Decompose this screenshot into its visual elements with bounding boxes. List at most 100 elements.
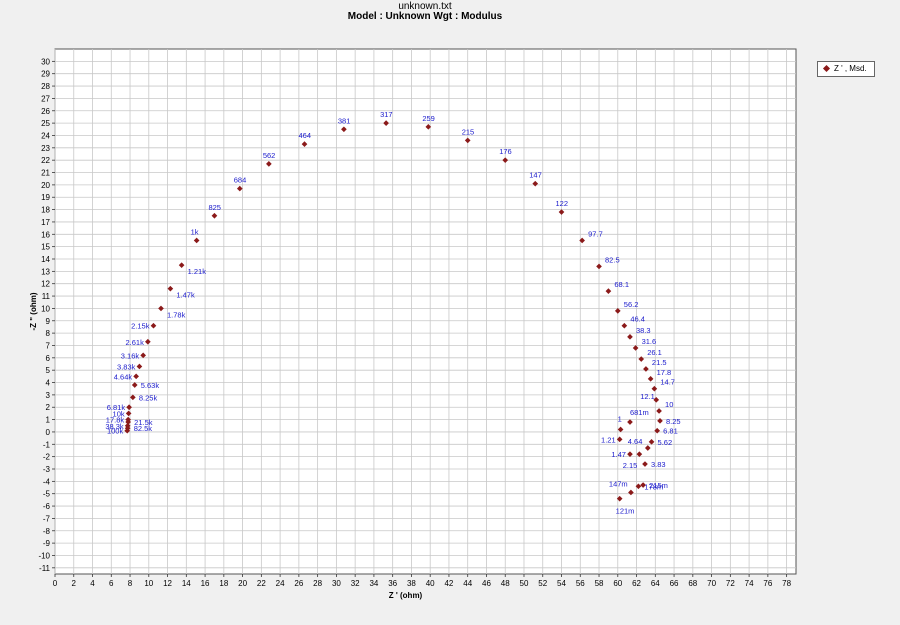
x-tick-label: 68: [688, 579, 697, 588]
data-point: [211, 212, 218, 219]
x-tick-label: 60: [613, 579, 622, 588]
data-point: [635, 483, 642, 490]
data-point: [640, 482, 646, 488]
x-tick-label: 4: [90, 579, 95, 588]
data-label: 317: [380, 110, 393, 119]
x-tick-label: 48: [501, 579, 510, 588]
data-label: 10k: [113, 409, 125, 418]
x-tick-label: 2: [72, 579, 77, 588]
y-tick-label: 12: [41, 280, 50, 289]
x-tick-label: 42: [444, 579, 453, 588]
data-label: 12.1: [640, 392, 655, 401]
data-point: [145, 338, 151, 345]
legend-label: Z ' , Msd.: [834, 64, 867, 73]
data-point: [617, 426, 624, 433]
data-label: 1.47k: [176, 291, 195, 300]
data-label: 178m: [644, 482, 663, 491]
data-label: 17.8k: [106, 416, 125, 425]
data-point: [130, 394, 136, 401]
y-tick-label: 18: [41, 206, 50, 215]
x-tick-label: 74: [745, 579, 754, 588]
x-tick-label: 26: [294, 579, 303, 588]
y-tick-label: -4: [43, 477, 51, 486]
data-point: [627, 333, 633, 340]
data-point: [644, 445, 651, 451]
x-tick-label: 64: [651, 579, 660, 588]
data-label: 100k: [107, 427, 124, 436]
data-point: [616, 495, 623, 502]
data-label: 21.5: [652, 358, 667, 367]
x-tick-label: 62: [632, 579, 641, 588]
data-point: [656, 408, 662, 414]
data-point: [627, 451, 633, 458]
data-point: [632, 345, 639, 351]
x-tick-label: 22: [257, 579, 266, 588]
data-point: [638, 356, 645, 362]
x-tick-label: 70: [707, 579, 716, 588]
y-tick-label: 22: [41, 156, 50, 165]
x-tick-label: 34: [369, 579, 378, 588]
data-label: 31.6: [642, 337, 657, 346]
data-label: 21.5k: [134, 418, 153, 427]
x-tick-label: 8: [128, 579, 133, 588]
y-tick-label: -2: [43, 453, 51, 462]
data-label: 82.5k: [134, 424, 153, 433]
chart-title: unknown.txt: [398, 1, 452, 12]
x-tick-label: 30: [332, 579, 341, 588]
data-point: [643, 366, 649, 372]
data-label: 17.8: [657, 368, 672, 377]
data-point: [532, 180, 539, 187]
y-tick-label: -1: [43, 440, 51, 449]
plot-area: [54, 48, 797, 575]
data-point: [266, 161, 272, 167]
data-label: 562: [263, 151, 276, 160]
x-tick-label: 58: [595, 579, 604, 588]
x-tick-label: 78: [782, 579, 791, 588]
y-tick-label: 0: [46, 428, 51, 437]
y-axis-title: -Z " (ohm): [29, 292, 38, 330]
y-tick-label: 4: [46, 379, 51, 388]
y-tick-label: 2: [46, 403, 51, 412]
y-tick-label: 10: [41, 304, 50, 313]
data-point: [502, 157, 509, 164]
data-label: 56.2: [624, 300, 639, 309]
x-tick-label: 56: [576, 579, 585, 588]
y-tick-label: 5: [46, 366, 51, 375]
data-point: [383, 120, 389, 126]
data-label: 46.4: [630, 315, 645, 324]
x-tick-label: 38: [407, 579, 416, 588]
data-point: [167, 285, 174, 292]
data-point: [140, 352, 146, 359]
data-label: 26.1: [647, 348, 662, 357]
y-tick-label: 9: [46, 317, 51, 326]
y-tick-label: -11: [39, 564, 51, 573]
data-point: [616, 436, 623, 443]
data-label: 3.83: [651, 460, 666, 469]
y-tick-label: 27: [41, 94, 50, 103]
data-label: 1k: [191, 227, 199, 236]
y-tick-label: 23: [41, 144, 50, 153]
y-tick-label: -9: [43, 539, 51, 548]
y-tick-label: 26: [41, 107, 50, 116]
x-tick-label: 10: [144, 579, 153, 588]
y-tick-label: 17: [41, 218, 50, 227]
data-label: 8.25: [666, 417, 681, 426]
y-tick-label: 29: [41, 70, 50, 79]
data-point: [131, 382, 138, 388]
x-tick-label: 44: [463, 579, 472, 588]
data-point: [654, 427, 661, 434]
data-label: 3.83k: [117, 362, 136, 371]
x-tick-label: 36: [388, 579, 397, 588]
data-point: [596, 263, 602, 270]
data-point: [464, 137, 471, 144]
legend-box: Z ' , Msd.: [817, 61, 875, 77]
data-label: 4.64k: [114, 372, 133, 381]
x-tick-label: 18: [219, 579, 228, 588]
data-label: 2.61k: [126, 338, 145, 347]
data-point: [125, 410, 132, 417]
data-point: [126, 404, 132, 411]
data-label: 10: [665, 400, 673, 409]
data-point: [628, 489, 634, 496]
y-tick-label: 24: [41, 131, 50, 140]
